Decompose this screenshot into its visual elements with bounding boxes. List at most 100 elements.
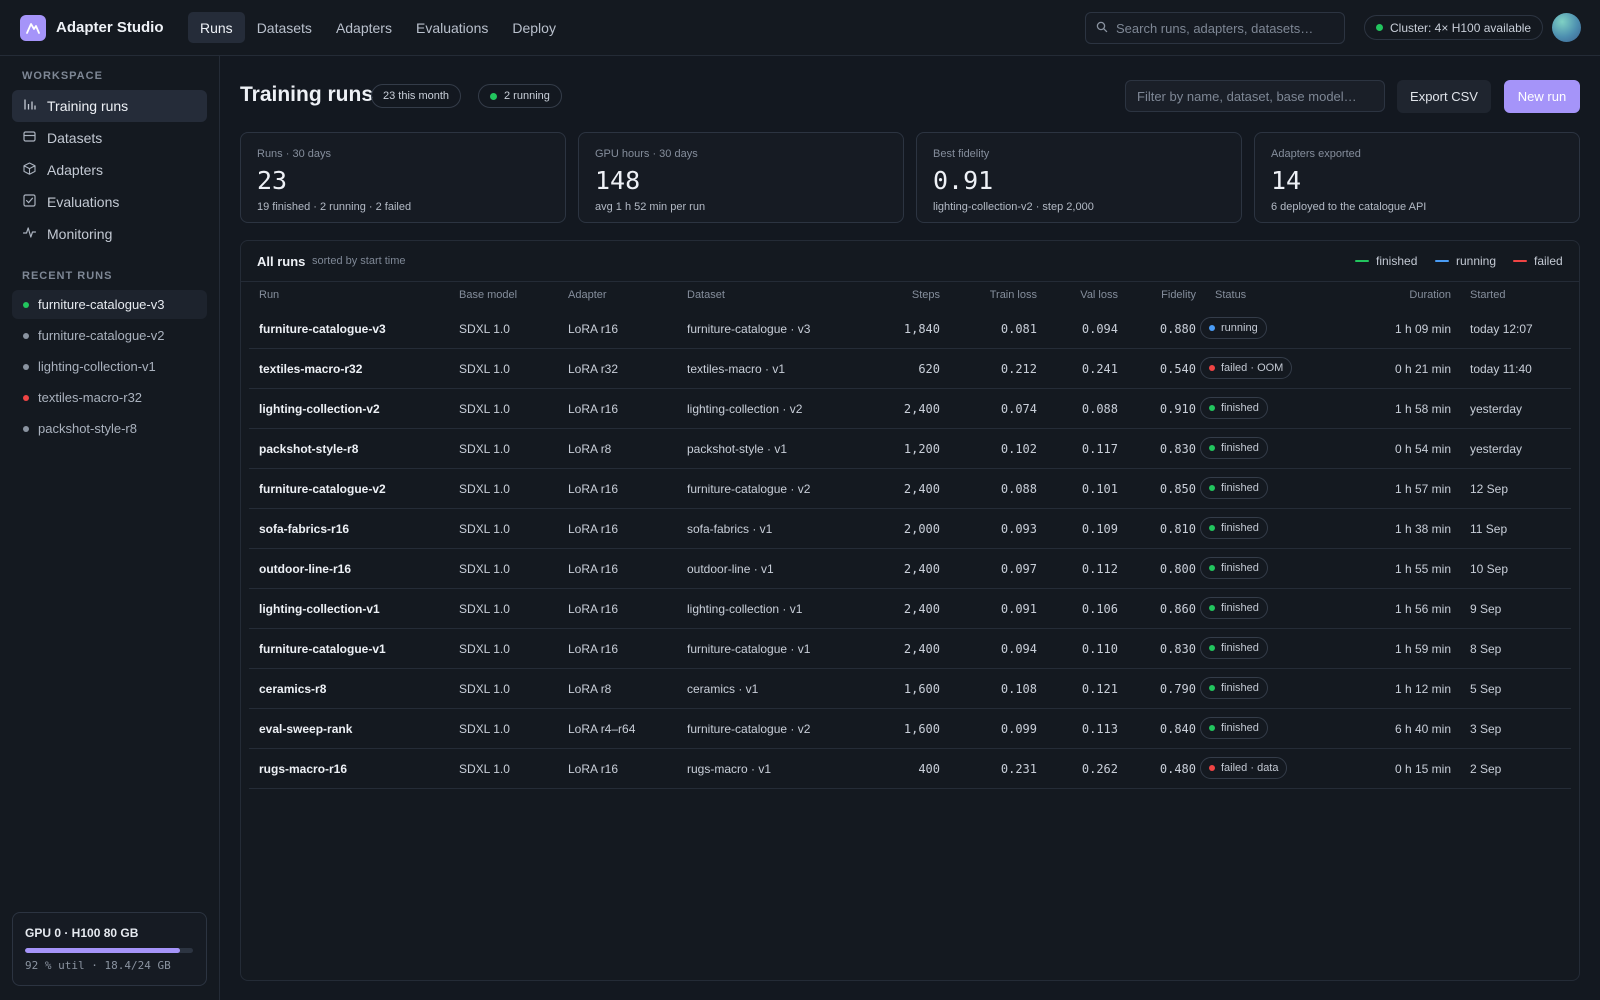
gpu-usage-widget: GPU 0 · H100 80 GB 92 % util · 18.4/24 G… [12,912,207,986]
table-row[interactable]: packshot-style-r8 SDXL 1.0 LoRA r8 packshot… [249,429,1571,469]
global-search[interactable] [1085,12,1345,44]
steps-cell: 2,400 [903,402,940,416]
filter-input[interactable] [1125,80,1385,112]
run-name-cell[interactable]: ceramics-r8 [259,682,327,696]
status-badge: finished [1200,557,1268,579]
run-name-cell[interactable]: textiles-macro-r32 [259,362,363,376]
fidelity-cell: 0.910 [1159,402,1196,416]
search-input[interactable] [1116,20,1336,36]
sidebar-item-monitoring[interactable]: Monitoring [12,218,207,250]
column-header-train-loss[interactable]: Train loss [989,289,1037,301]
sidebar-item-training-runs[interactable]: Training runs [12,90,207,122]
duration-cell: 0 h 54 min [1394,442,1451,456]
run-status-dot [23,332,29,339]
gpu-stats: 92 % util · 18.4/24 GB [25,959,171,972]
status-dot [1209,725,1215,731]
run-name-cell[interactable]: lighting-collection-v2 [259,402,380,416]
table-row[interactable]: sofa-fabrics-r16 SDXL 1.0 LoRA r16 sofa-fab… [249,509,1571,549]
steps-cell: 1,840 [903,322,940,336]
table-row[interactable]: ceramics-r8 SDXL 1.0 LoRA r8 ceramics · v1 1… [249,669,1571,709]
status-dot [1209,365,1215,371]
table-row[interactable]: lighting-collection-v2 SDXL 1.0 LoRA r16 li… [249,389,1571,429]
run-name-cell[interactable]: eval-sweep-rank [259,722,353,736]
nav-datasets[interactable]: Datasets [256,19,312,36]
cluster-status-badge[interactable]: Cluster: 4× H100 available [1364,15,1544,40]
nav-adapters[interactable]: Adapters [335,19,392,36]
legend-line [1513,260,1527,262]
recent-run-item[interactable]: furniture-catalogue-v2 [12,321,207,350]
sidebar-item-datasets[interactable]: Datasets [12,122,207,154]
recent-run-item[interactable]: textiles-macro-r32 [12,383,207,412]
column-header-fidelity[interactable]: Fidelity [1161,289,1196,301]
run-name-cell[interactable]: lighting-collection-v1 [259,602,380,616]
run-name-cell[interactable]: furniture-catalogue-v3 [259,322,386,336]
column-header-duration[interactable]: Duration [1409,289,1451,301]
column-header-run[interactable]: Run [259,289,280,301]
base-model-cell: SDXL 1.0 [459,322,510,336]
panel-subtitle: sorted by start time [312,255,406,267]
adapter-cell: LoRA r32 [568,362,619,376]
activity-icon [22,226,37,242]
duration-cell: 0 h 21 min [1394,362,1451,376]
base-model-cell: SDXL 1.0 [459,642,510,656]
export-csv-button[interactable]: Export CSV [1397,80,1491,113]
status-label: finished [1221,482,1259,494]
new-run-button[interactable]: New run [1504,80,1580,113]
sidebar-item-evaluations[interactable]: Evaluations [12,186,207,218]
sidebar-item-adapters[interactable]: Adapters [12,154,207,186]
table-row[interactable]: furniture-catalogue-v2 SDXL 1.0 LoRA r16 fu… [249,469,1571,509]
column-header-status[interactable]: Status [1215,289,1247,301]
steps-cell: 2,400 [903,562,940,576]
val-loss-cell: 0.121 [1081,682,1118,696]
sidebar-item-label: Evaluations [47,194,120,210]
run-name-cell[interactable]: packshot-style-r8 [259,442,359,456]
train-loss-cell: 0.081 [1000,322,1037,336]
fidelity-cell: 0.810 [1159,522,1196,536]
started-cell: 9 Sep [1470,602,1502,616]
status-badge: finished [1200,677,1268,699]
run-name-cell[interactable]: outdoor-line-r16 [259,562,351,576]
val-loss-cell: 0.112 [1081,562,1118,576]
status-label: failed · data [1221,762,1279,774]
steps-cell: 2,400 [903,642,940,656]
run-name-cell[interactable]: furniture-catalogue-v1 [259,642,386,656]
table-row[interactable]: furniture-catalogue-v3 SDXL 1.0 LoRA r16 fu… [249,309,1571,349]
status-dot [1209,325,1215,331]
val-loss-cell: 0.113 [1081,722,1118,736]
mountain-logo-icon[interactable] [20,15,46,41]
steps-cell: 620 [918,362,940,376]
column-header-started[interactable]: Started [1470,289,1506,301]
recent-run-item[interactable]: packshot-style-r8 [12,414,207,443]
table-row[interactable]: eval-sweep-rank SDXL 1.0 LoRA r4–r64 furnit… [249,709,1571,749]
started-cell: yesterday [1470,442,1523,456]
column-header-adapter[interactable]: Adapter [568,289,607,301]
train-loss-cell: 0.088 [1000,482,1037,496]
top-bar: Adapter Studio Runs Datasets Adapters Ev… [0,0,1600,56]
nav-deploy[interactable]: Deploy [512,19,556,36]
table-row[interactable]: furniture-catalogue-v1 SDXL 1.0 LoRA r16 fu… [249,629,1571,669]
recent-run-item[interactable]: furniture-catalogue-v3 [12,290,207,319]
stat-label: Best fidelity [933,148,990,160]
run-name-cell[interactable]: sofa-fabrics-r16 [259,522,350,536]
column-header-base-model[interactable]: Base model [459,289,518,301]
base-model-cell: SDXL 1.0 [459,682,510,696]
table-row[interactable]: textiles-macro-r32 SDXL 1.0 LoRA r32 textil… [249,349,1571,389]
run-name-cell[interactable]: rugs-macro-r16 [259,762,348,776]
run-name-cell[interactable]: furniture-catalogue-v2 [259,482,386,496]
nav-runs[interactable]: Runs [188,12,245,43]
sidebar-item-label: Monitoring [47,226,113,242]
column-header-dataset[interactable]: Dataset [687,289,725,301]
table-row[interactable]: lighting-collection-v1 SDXL 1.0 LoRA r16 li… [249,589,1571,629]
recent-run-item[interactable]: lighting-collection-v1 [12,352,207,381]
fidelity-cell: 0.540 [1159,362,1196,376]
nav-evaluations[interactable]: Evaluations [415,19,489,36]
fidelity-cell: 0.860 [1159,602,1196,616]
user-avatar[interactable] [1552,13,1581,42]
month-count-label: 23 this month [383,90,450,102]
column-header-steps[interactable]: Steps [911,289,940,301]
sidebar-item-label: Adapters [47,162,104,178]
column-header-val-loss[interactable]: Val loss [1080,289,1118,301]
table-row[interactable]: outdoor-line-r16 SDXL 1.0 LoRA r16 outdoor-… [249,549,1571,589]
table-row[interactable]: rugs-macro-r16 SDXL 1.0 LoRA r16 rugs-macro… [249,749,1571,789]
status-badge: finished [1200,437,1268,459]
